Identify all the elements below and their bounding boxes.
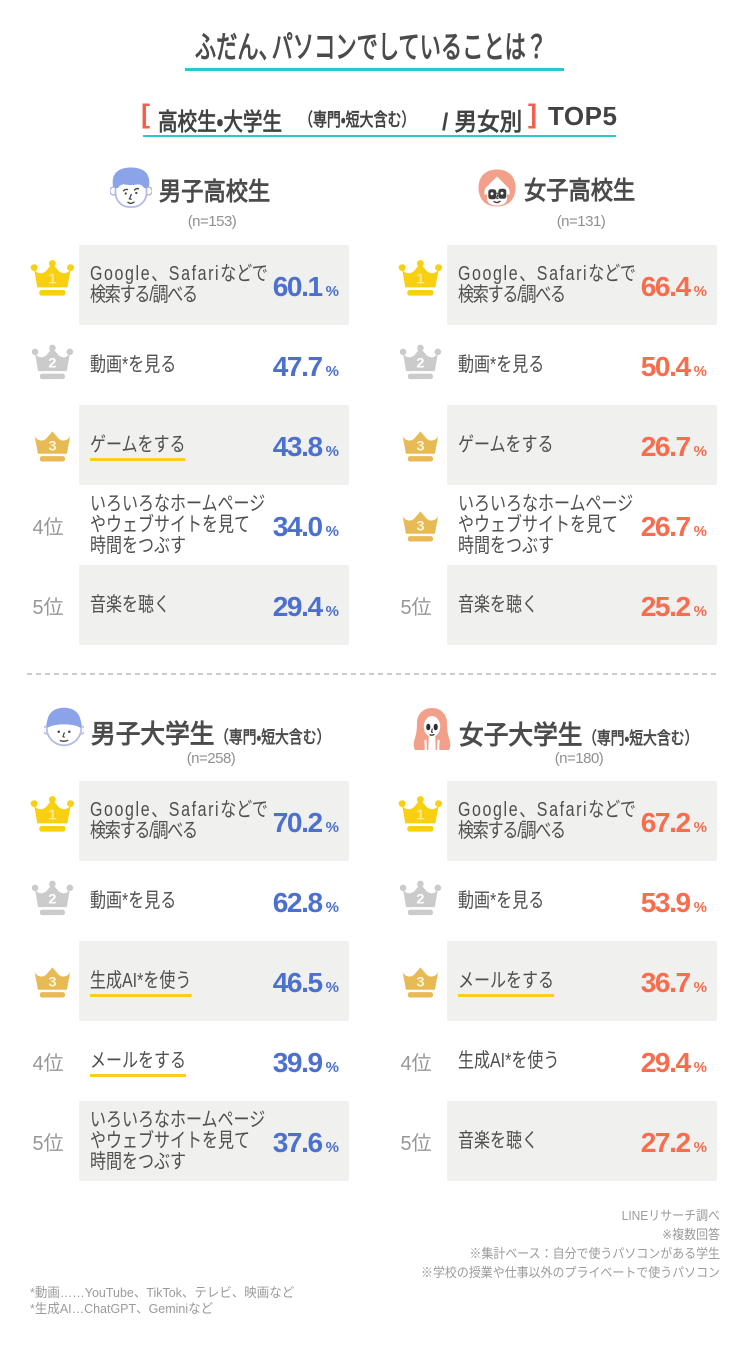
svg-text:3: 3 xyxy=(416,438,424,453)
svg-text:2: 2 xyxy=(416,892,424,908)
svg-text:3: 3 xyxy=(48,974,56,989)
svg-text:3: 3 xyxy=(416,974,424,989)
svg-text:2: 2 xyxy=(48,356,56,372)
svg-text:3: 3 xyxy=(416,518,424,533)
svg-text:2: 2 xyxy=(48,892,56,908)
svg-text:1: 1 xyxy=(48,808,56,824)
svg-text:1: 1 xyxy=(416,808,424,824)
svg-text:2: 2 xyxy=(416,356,424,372)
svg-text:1: 1 xyxy=(416,272,424,288)
svg-text:3: 3 xyxy=(48,438,56,453)
svg-text:1: 1 xyxy=(48,272,56,288)
